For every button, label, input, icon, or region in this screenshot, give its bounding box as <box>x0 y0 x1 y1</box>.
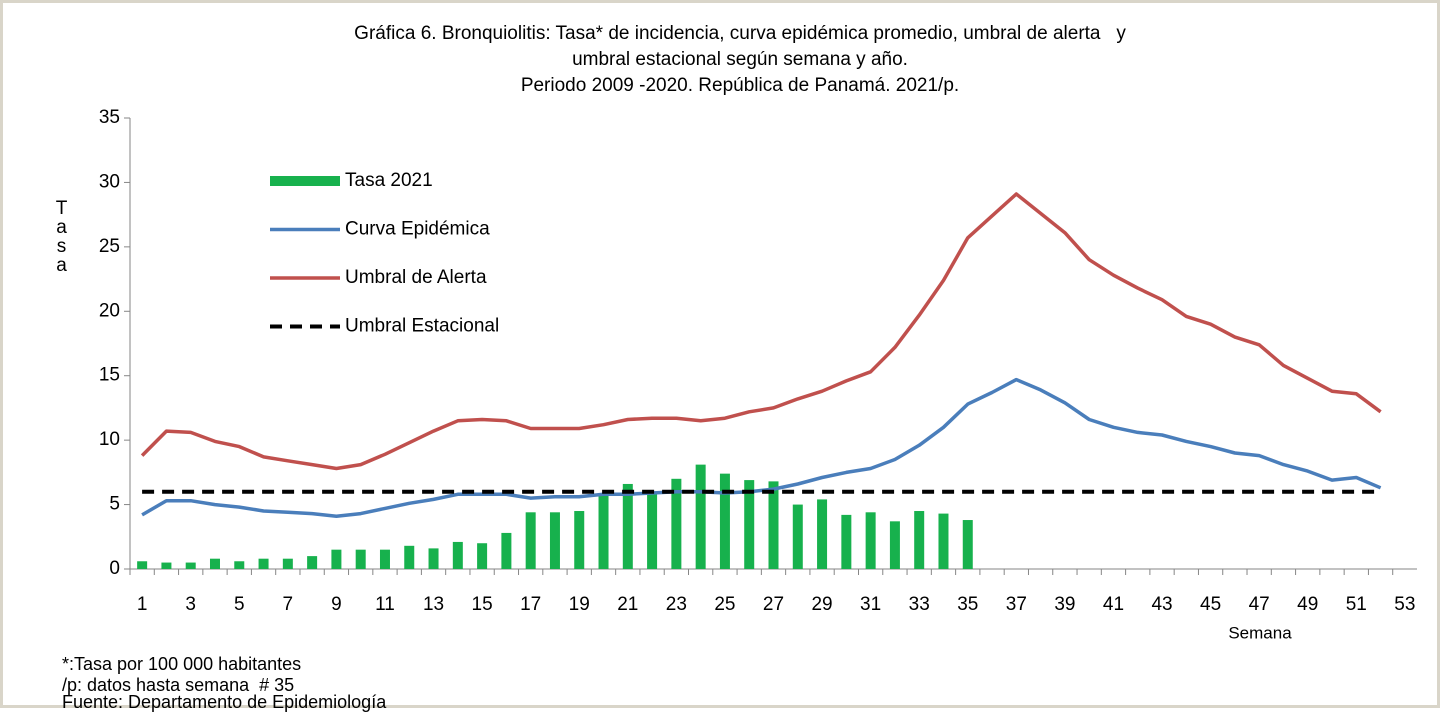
y-tick-label: 35 <box>99 107 120 128</box>
bar <box>647 491 658 569</box>
footnote: Fuente: Departamento de Epidemiología <box>62 692 387 712</box>
y-tick-label: 25 <box>99 236 120 257</box>
bar <box>452 541 463 569</box>
bar <box>841 514 852 569</box>
bar <box>161 562 172 569</box>
x-tick-label: 13 <box>423 594 444 615</box>
x-tick-label: 7 <box>283 594 294 615</box>
footnote: /p: datos hasta semana # 35 <box>62 675 295 695</box>
x-axis-label: Semana <box>1228 623 1292 642</box>
y-tick-label: 5 <box>109 494 120 515</box>
x-tick-label: 21 <box>617 594 638 615</box>
bar <box>695 464 706 569</box>
x-tick-label: 29 <box>811 594 832 615</box>
bar <box>428 548 439 569</box>
bar <box>744 480 755 569</box>
x-tick-label: 37 <box>1006 594 1027 615</box>
x-tick-label: 47 <box>1249 594 1270 615</box>
bar <box>962 520 973 569</box>
bar <box>404 545 415 569</box>
y-tick-label: 10 <box>99 429 120 450</box>
bar <box>549 512 560 569</box>
x-tick-label: 31 <box>860 594 881 615</box>
bar <box>768 481 779 569</box>
footnote: *:Tasa por 100 000 habitantes <box>62 654 302 674</box>
legend-label: Umbral Estacional <box>345 316 499 337</box>
bar <box>258 558 269 569</box>
x-tick-label: 11 <box>375 594 395 615</box>
x-tick-label: 23 <box>666 594 687 615</box>
x-tick-label: 5 <box>234 594 245 615</box>
bar <box>355 549 366 569</box>
x-tick-label: 41 <box>1103 594 1124 615</box>
bar <box>719 473 730 569</box>
bar <box>889 521 900 569</box>
bar <box>185 562 196 569</box>
bar <box>574 511 585 569</box>
x-tick-label: 49 <box>1297 594 1318 615</box>
bar <box>137 561 148 569</box>
x-tick-label: 43 <box>1151 594 1172 615</box>
bar <box>379 549 390 569</box>
bar <box>598 494 609 569</box>
bar <box>817 499 828 569</box>
y-tick-label: 0 <box>109 558 120 579</box>
y-tick-label: 20 <box>99 300 120 321</box>
chart-title: umbral estacional según semana y año. <box>572 49 908 70</box>
y-axis-label: Tasa <box>51 198 72 274</box>
legend-label: Curva Epidémica <box>345 219 490 240</box>
x-tick-label: 17 <box>520 594 541 615</box>
y-tick-label: 30 <box>99 171 120 192</box>
x-tick-label: 3 <box>185 594 196 615</box>
x-tick-label: 19 <box>569 594 590 615</box>
x-tick-label: 45 <box>1200 594 1221 615</box>
legend-label: Tasa 2021 <box>345 170 433 191</box>
bar <box>622 483 633 569</box>
x-tick-label: 1 <box>137 594 148 615</box>
legend-label: Umbral de Alerta <box>345 267 487 288</box>
line <box>141 377 1382 518</box>
legend-swatch <box>270 176 340 186</box>
line <box>140 192 1382 471</box>
x-tick-label: 15 <box>472 594 493 615</box>
bar <box>307 556 318 569</box>
x-tick-label: 9 <box>331 594 342 615</box>
bar <box>914 511 925 569</box>
bar <box>501 532 512 569</box>
bar <box>234 561 245 569</box>
bar <box>209 558 220 569</box>
chart-title: Periodo 2009 -2020. República de Panamá.… <box>521 75 959 96</box>
bar <box>865 512 876 569</box>
x-tick-label: 35 <box>957 594 978 615</box>
bar <box>477 543 488 569</box>
bar <box>331 549 342 569</box>
bar <box>671 478 682 569</box>
bar <box>525 512 536 569</box>
chart-title: Gráfica 6. Bronquiolitis: Tasa* de incid… <box>354 23 1126 44</box>
x-tick-label: 33 <box>909 594 930 615</box>
bar <box>938 513 949 569</box>
x-tick-label: 51 <box>1346 594 1367 615</box>
bar <box>282 558 293 569</box>
x-tick-label: 39 <box>1054 594 1075 615</box>
x-tick-label: 27 <box>763 594 784 615</box>
y-tick-label: 15 <box>99 365 120 386</box>
x-tick-label: 25 <box>714 594 735 615</box>
x-tick-label: 53 <box>1394 594 1415 615</box>
bar <box>792 504 803 569</box>
